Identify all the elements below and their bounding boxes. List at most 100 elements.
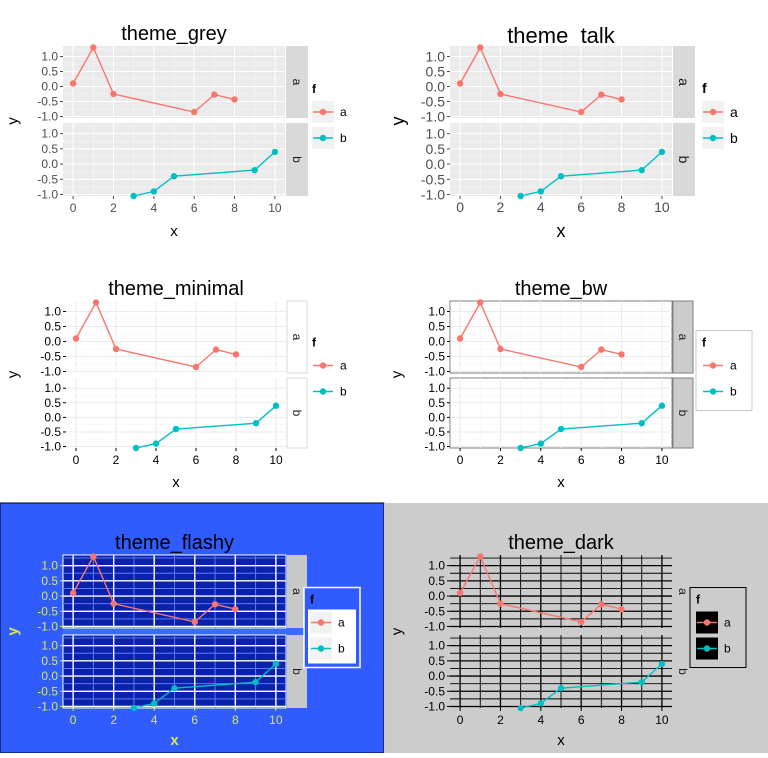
facet-strip bbox=[286, 123, 308, 196]
x-tick-label: 8 bbox=[618, 199, 626, 215]
series-line-a bbox=[75, 300, 237, 368]
facet-strip bbox=[287, 635, 307, 708]
data-point-a bbox=[577, 108, 585, 116]
data-point-a bbox=[192, 363, 200, 371]
chart-title: theme_bw bbox=[515, 278, 608, 300]
y-tick-label: -1.0 bbox=[421, 186, 445, 202]
y-tick-label: 1.0 bbox=[426, 126, 446, 142]
facet-strip-label: b bbox=[290, 410, 304, 417]
chart-title: theme_grey bbox=[121, 23, 227, 45]
data-point-b bbox=[557, 425, 565, 433]
y-axis-label: y bbox=[5, 627, 22, 636]
legend-label: b bbox=[340, 385, 347, 399]
legend: f ab bbox=[689, 587, 747, 668]
x-axis-label: x bbox=[170, 732, 179, 749]
x-tick-label: 10 bbox=[269, 713, 283, 727]
y-tick-label: -1.0 bbox=[37, 187, 58, 201]
data-point-a bbox=[497, 345, 504, 353]
facet-panel-b: b -1.0-0.50.00.51.0 bbox=[37, 634, 307, 713]
legend-key-point-b bbox=[319, 134, 327, 142]
facet-strip bbox=[287, 555, 307, 628]
y-tick-label: 1.0 bbox=[41, 559, 58, 573]
y-tick-label: 0.0 bbox=[41, 669, 58, 683]
chart-title: theme_dark bbox=[508, 532, 615, 554]
y-tick-label: 0.5 bbox=[41, 654, 58, 668]
data-point-b bbox=[132, 444, 140, 452]
legend-title: f bbox=[312, 336, 317, 350]
data-point-b bbox=[638, 166, 645, 174]
facet-strip-label: b bbox=[676, 156, 692, 164]
y-tick-label: 0.0 bbox=[426, 156, 446, 172]
data-point-a bbox=[477, 299, 484, 306]
x-tick-label: 8 bbox=[233, 453, 240, 467]
facet-strip bbox=[673, 635, 693, 708]
data-point-a bbox=[211, 91, 218, 98]
legend-label: a bbox=[724, 616, 731, 630]
legend: f ab bbox=[312, 336, 347, 403]
data-point-a bbox=[477, 553, 484, 560]
y-tick-label: -1.0 bbox=[421, 109, 445, 125]
y-tick-label: -1.0 bbox=[424, 619, 445, 633]
legend: f ab bbox=[303, 586, 361, 669]
x-axis-label: x bbox=[557, 732, 565, 749]
legend-key-point-b bbox=[703, 645, 711, 652]
data-point-a bbox=[231, 96, 238, 103]
facet-strip-label: a bbox=[290, 588, 304, 595]
facet-panel-a: a -1.0-0.50.00.51.0 bbox=[421, 44, 695, 125]
x-tick-label: 0 bbox=[457, 713, 464, 727]
facet-strip-label: b bbox=[290, 156, 304, 163]
x-tick-label: 6 bbox=[191, 201, 198, 215]
data-point-b bbox=[130, 704, 138, 712]
facet-panel-b: b -1.0-0.50.00.51.0 bbox=[424, 377, 694, 454]
data-point-a bbox=[618, 96, 625, 103]
legend: f ab bbox=[312, 82, 347, 149]
legend-label: b bbox=[730, 130, 738, 146]
data-point-a bbox=[69, 589, 77, 597]
data-point-b bbox=[252, 420, 260, 427]
x-tick-label: 6 bbox=[578, 453, 585, 467]
data-point-b bbox=[658, 660, 666, 668]
x-tick-label: 4 bbox=[153, 453, 160, 467]
y-tick-label: 0.5 bbox=[428, 320, 445, 334]
data-point-a bbox=[477, 44, 484, 51]
facet-strip bbox=[286, 46, 308, 118]
data-point-b bbox=[537, 188, 545, 195]
chart-dark: theme_darka-1.0-0.50.00.51.0b-1.0-0.50.0… bbox=[384, 503, 768, 753]
legend-key-point-b bbox=[317, 645, 325, 652]
data-point-a bbox=[191, 618, 198, 626]
data-point-b bbox=[638, 420, 645, 427]
data-point-a bbox=[211, 601, 219, 608]
chart-bw: theme_bwa-1.0-0.50.00.51.0b-1.0-0.50.00.… bbox=[389, 278, 753, 491]
legend-label: b bbox=[340, 131, 347, 145]
x-tick-label: 2 bbox=[110, 713, 117, 727]
x-tick-label: 10 bbox=[654, 199, 670, 215]
x-axis-label: x bbox=[170, 223, 178, 240]
y-tick-label: 0.0 bbox=[428, 410, 445, 424]
data-point-b bbox=[172, 425, 180, 433]
data-point-a bbox=[92, 299, 100, 306]
chart-flashy: theme_flashya-1.0-0.50.00.51.0b-1.0-0.50… bbox=[0, 502, 385, 754]
y-tick-label: 1.0 bbox=[41, 639, 58, 653]
data-point-a bbox=[232, 351, 240, 358]
data-point-a bbox=[577, 363, 585, 371]
x-tick-label: 6 bbox=[191, 713, 198, 727]
facet-panel-b: b -1.0-0.50.00.51.0 bbox=[424, 635, 693, 713]
facet-strip-label: b bbox=[290, 668, 304, 675]
panel-spacer bbox=[63, 628, 326, 635]
legend-title: f bbox=[310, 593, 315, 607]
y-tick-label: 0.0 bbox=[44, 335, 61, 349]
x-tick-label: 0 bbox=[456, 199, 464, 215]
series-line-a bbox=[459, 300, 622, 368]
data-point-b bbox=[658, 402, 666, 409]
y-axis-label: y bbox=[389, 627, 406, 635]
legend-label: a bbox=[340, 105, 347, 119]
y-tick-label: 0.0 bbox=[426, 79, 446, 95]
legend: f ab bbox=[702, 80, 738, 149]
data-point-a bbox=[497, 600, 504, 607]
y-tick-label: -0.5 bbox=[421, 94, 445, 110]
data-point-b bbox=[130, 192, 137, 200]
data-point-b bbox=[151, 700, 158, 707]
x-tick-label: 2 bbox=[110, 201, 117, 215]
data-point-a bbox=[112, 345, 120, 353]
